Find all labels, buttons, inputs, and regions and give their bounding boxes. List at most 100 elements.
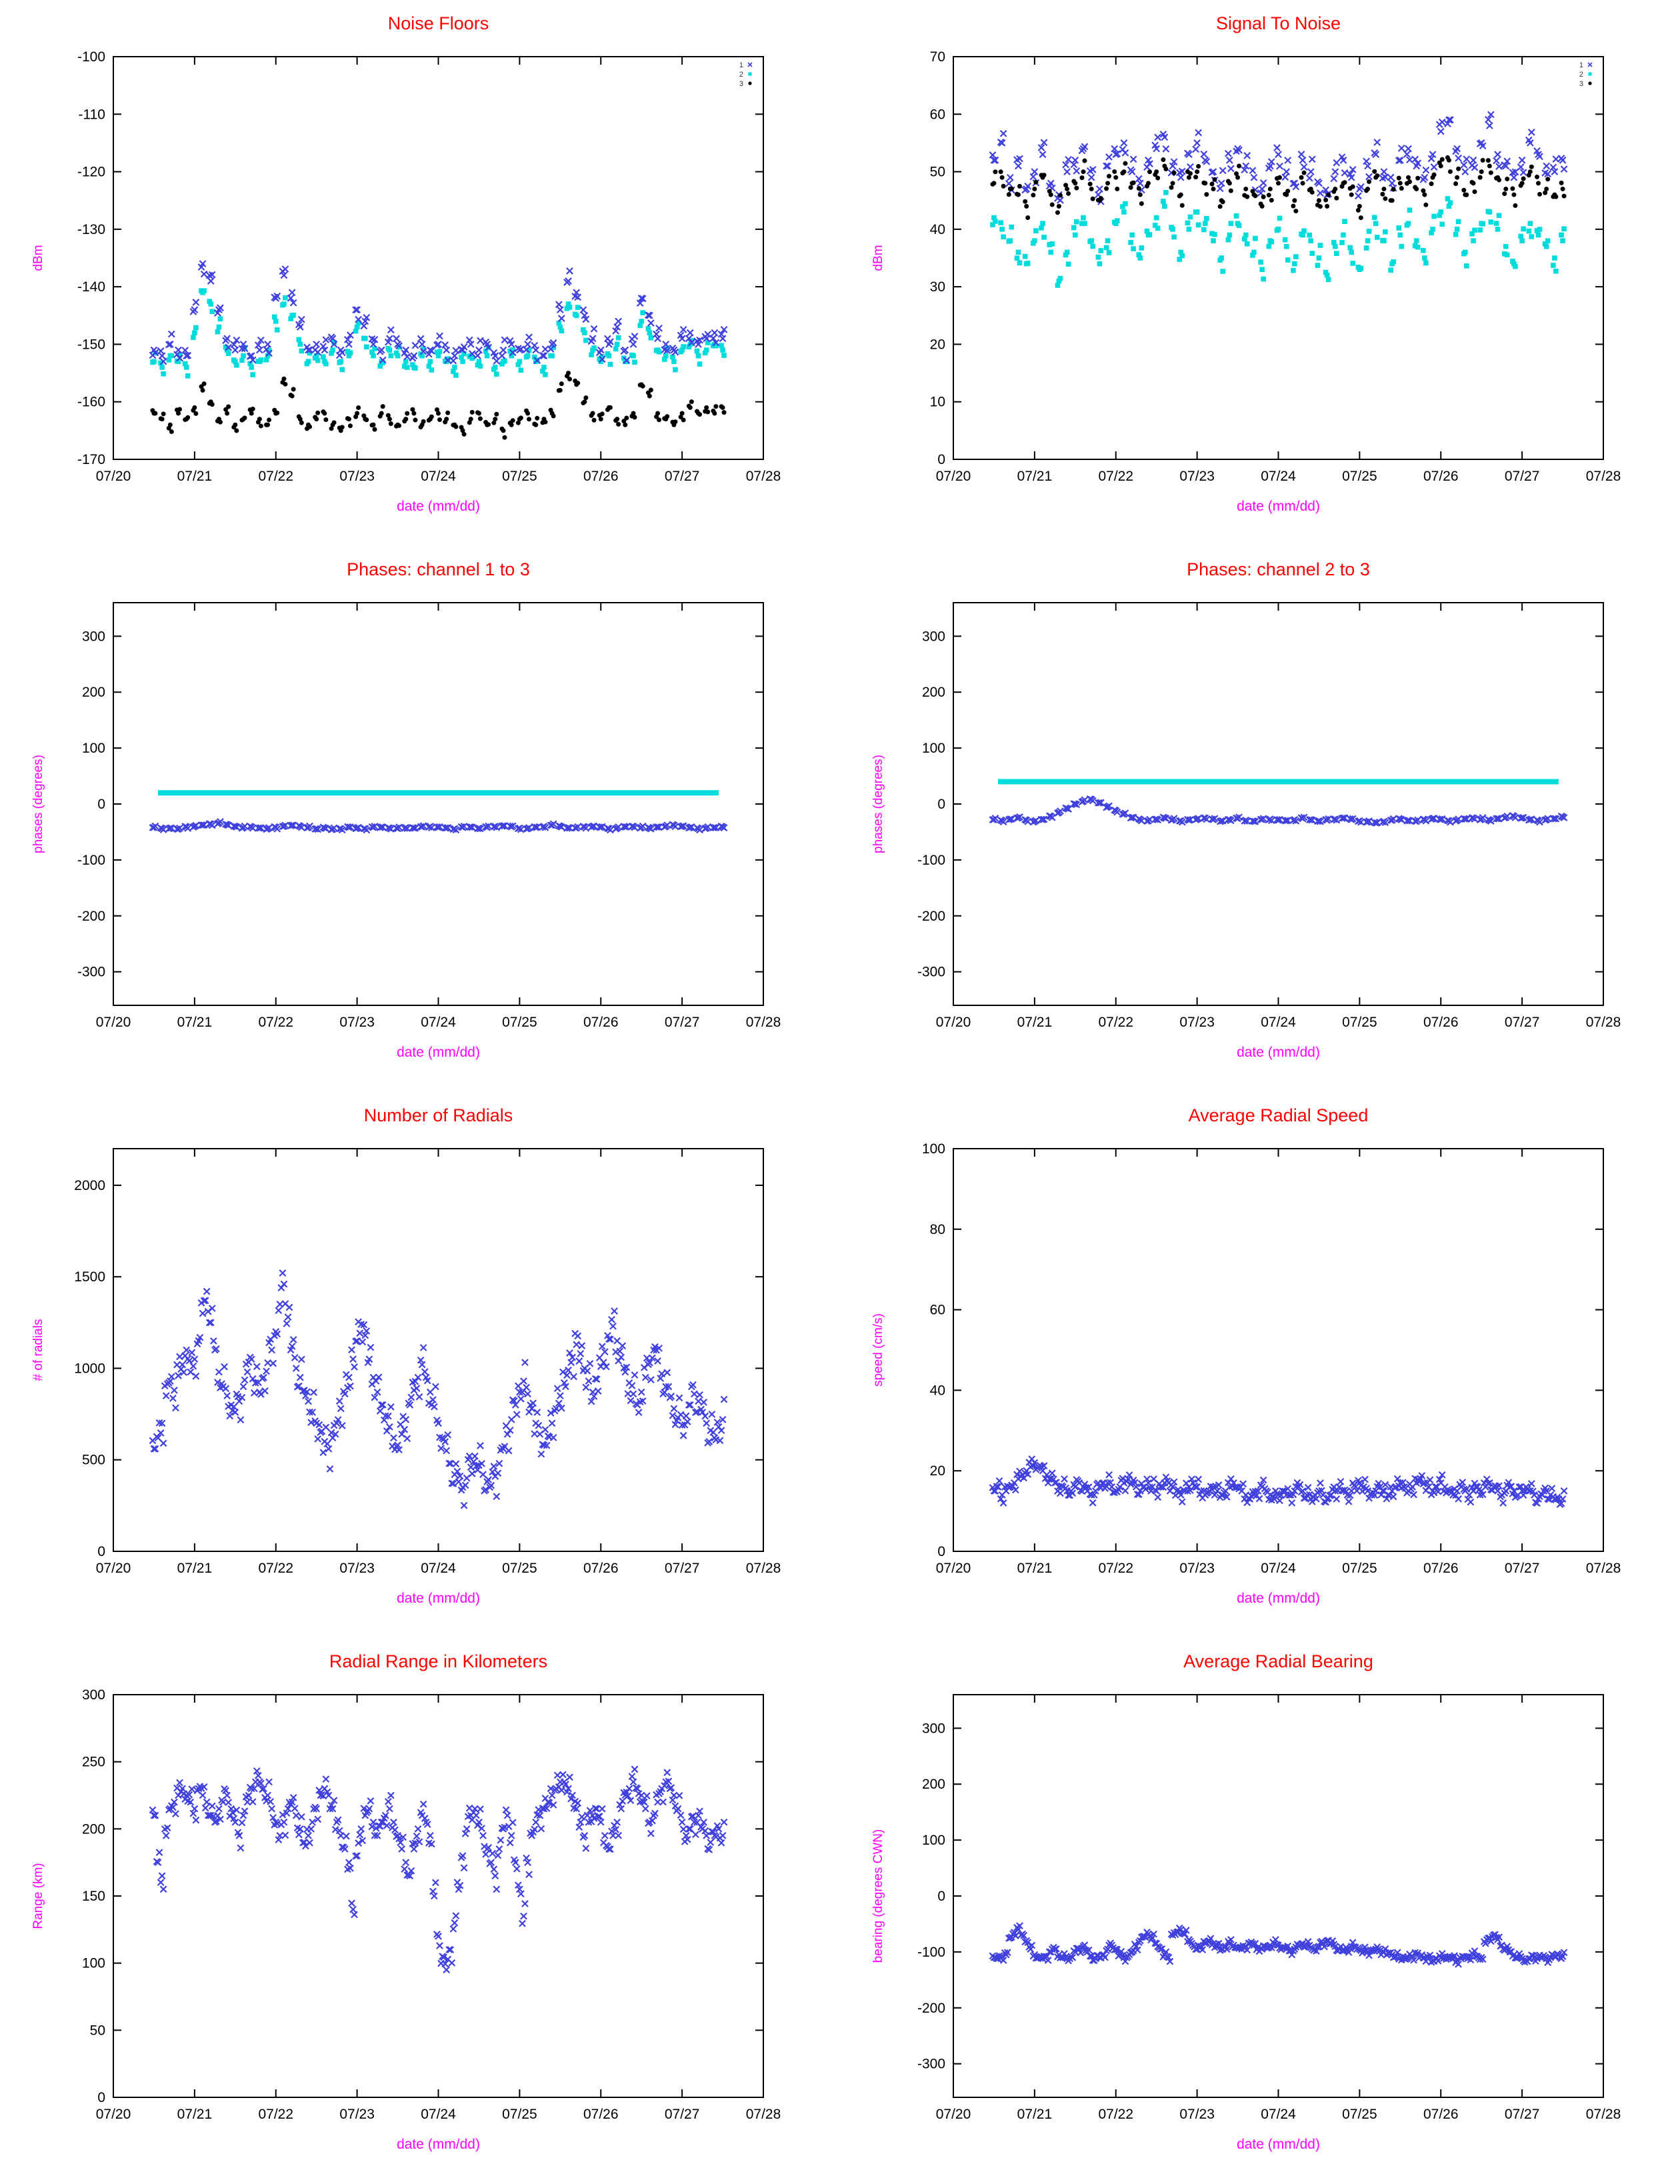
chart-title-average-radial-bearing: Average Radial Bearing — [1183, 1651, 1373, 1671]
chart-panel-noise-floors: 07/20 07/21 07/22 07/23 07/24 07/25 07/26 07/27… — [0, 0, 840, 546]
svg-text:100: 100 — [922, 741, 945, 756]
svg-text:07/20: 07/20 — [96, 469, 131, 484]
chart-canvas-noise-floors: 07/20 07/21 07/22 07/23 07/24 07/25 07/26 07/27… — [0, 0, 840, 546]
x-axis-label: date (mm/dd) — [1237, 1591, 1320, 1606]
svg-text:50: 50 — [90, 2023, 105, 2038]
svg-text:-100: -100 — [77, 853, 105, 868]
svg-text:07/22: 07/22 — [258, 2107, 293, 2122]
svg-text:-110: -110 — [79, 107, 105, 122]
svg-text:07/27: 07/27 — [665, 469, 700, 484]
svg-text:07/23: 07/23 — [1179, 469, 1215, 484]
chart-svg: 07/20 07/21 07/22 07/23 07/24 07/25 07/26 07/27… — [77, 602, 781, 1030]
svg-text:-140: -140 — [77, 279, 105, 295]
chart-panel-phases-1-3: 07/20 07/21 07/22 07/23 07/24 07/25 07/26 07/27… — [0, 546, 840, 1092]
chart-svg: 07/20 07/21 07/22 07/23 07/24 07/25 07/26 07/27… — [922, 1141, 1621, 1576]
chart-canvas-signal-to-noise: 07/20 07/21 07/22 07/23 07/24 07/25 07/26 07/27… — [840, 0, 1680, 546]
svg-text:-100: -100 — [917, 853, 945, 868]
svg-text:07/23: 07/23 — [339, 1561, 375, 1576]
chart-title-phases-2-3: Phases: channel 2 to 3 — [1187, 559, 1370, 579]
svg-text:2000: 2000 — [74, 1178, 105, 1193]
svg-text:07/24: 07/24 — [421, 2107, 456, 2122]
svg-text:50: 50 — [930, 165, 945, 180]
series-2 — [150, 288, 727, 379]
chart-svg: 07/20 07/21 07/22 07/23 07/24 07/25 07/26 07/27… — [917, 1694, 1621, 2122]
svg-text:07/25: 07/25 — [1342, 469, 1377, 484]
svg-text:3: 3 — [739, 80, 743, 88]
chart-panel-radial-range: 07/20 07/21 07/22 07/23 07/24 07/25 07/26 07/27… — [0, 1638, 840, 2184]
svg-text:3: 3 — [1579, 80, 1583, 88]
svg-text:07/23: 07/23 — [339, 1015, 375, 1030]
svg-text:200: 200 — [82, 1821, 105, 1837]
svg-text:07/20: 07/20 — [936, 1561, 971, 1576]
svg-text:07/21: 07/21 — [177, 1015, 213, 1030]
svg-text:07/21: 07/21 — [1017, 469, 1053, 484]
svg-text:20: 20 — [930, 337, 945, 352]
chart-svg: 07/20 07/21 07/22 07/23 07/24 07/25 07/26 07/27… — [82, 1687, 781, 2122]
svg-text:100: 100 — [82, 1956, 105, 1971]
svg-text:200: 200 — [922, 685, 945, 700]
series-1 — [989, 111, 1568, 205]
chart-panel-average-radial-bearing: 07/20 07/21 07/22 07/23 07/24 07/25 07/26 07/27… — [840, 1638, 1680, 2184]
svg-text:-120: -120 — [77, 165, 105, 180]
svg-text:0: 0 — [937, 797, 945, 812]
chart-panel-signal-to-noise: 07/20 07/21 07/22 07/23 07/24 07/25 07/26 07/27… — [840, 0, 1680, 546]
chart-title-signal-to-noise: Signal To Noise — [1215, 13, 1341, 33]
svg-text:250: 250 — [82, 1755, 105, 1770]
svg-text:07/27: 07/27 — [1505, 469, 1540, 484]
svg-text:0: 0 — [937, 452, 945, 467]
svg-text:20: 20 — [930, 1463, 945, 1479]
svg-text:07/25: 07/25 — [502, 1015, 537, 1030]
svg-text:40: 40 — [930, 222, 945, 237]
svg-text:07/23: 07/23 — [339, 469, 375, 484]
y-axis-label: phases (degrees) — [871, 755, 885, 853]
svg-text:1500: 1500 — [74, 1269, 105, 1285]
svg-text:100: 100 — [922, 1141, 945, 1157]
series-3 — [150, 371, 727, 440]
svg-text:07/25: 07/25 — [502, 469, 537, 484]
series-avg-bearing — [989, 1922, 1568, 1968]
y-axis-label: Range (km) — [31, 1863, 45, 1929]
series-measured-phase — [989, 795, 1568, 827]
chart-canvas-average-radial-speed: 07/20 07/21 07/22 07/23 07/24 07/25 07/26 07/27… — [840, 1092, 1680, 1638]
x-axis-label: date (mm/dd) — [397, 1045, 480, 1060]
chart-legend: 1 23 — [739, 61, 753, 88]
svg-text:-200: -200 — [917, 909, 945, 924]
svg-text:07/22: 07/22 — [258, 469, 293, 484]
svg-text:07/26: 07/26 — [583, 469, 619, 484]
svg-text:-200: -200 — [77, 909, 105, 924]
svg-text:-160: -160 — [77, 395, 105, 410]
chart-title-number-of-radials: Number of Radials — [363, 1105, 513, 1125]
svg-text:07/24: 07/24 — [1261, 1015, 1296, 1030]
svg-text:07/28: 07/28 — [1586, 469, 1621, 484]
svg-text:07/25: 07/25 — [1342, 1561, 1377, 1576]
svg-text:07/28: 07/28 — [746, 1561, 781, 1576]
svg-text:07/20: 07/20 — [936, 1015, 971, 1030]
svg-text:07/20: 07/20 — [96, 1561, 131, 1576]
y-axis-label: speed (cm/s) — [871, 1313, 885, 1387]
svg-text:-170: -170 — [77, 452, 105, 467]
chart-canvas-number-of-radials: 07/20 07/21 07/22 07/23 07/24 07/25 07/26 07/27… — [0, 1092, 840, 1638]
svg-text:1: 1 — [1579, 61, 1583, 69]
chart-canvas-average-radial-bearing: 07/20 07/21 07/22 07/23 07/24 07/25 07/26 07/27… — [840, 1638, 1680, 2184]
svg-text:07/27: 07/27 — [665, 2107, 700, 2122]
svg-text:07/20: 07/20 — [96, 2107, 131, 2122]
chart-svg: 07/20 07/21 07/22 07/23 07/24 07/25 07/26 07/27… — [77, 49, 781, 484]
series-1 — [149, 260, 728, 365]
x-axis-label: date (mm/dd) — [397, 499, 480, 514]
svg-text:200: 200 — [82, 685, 105, 700]
chart-panel-average-radial-speed: 07/20 07/21 07/22 07/23 07/24 07/25 07/26 07/27… — [840, 1092, 1680, 1638]
svg-text:07/27: 07/27 — [665, 1561, 700, 1576]
svg-text:500: 500 — [82, 1453, 105, 1468]
svg-text:300: 300 — [922, 629, 945, 644]
svg-text:07/21: 07/21 — [177, 1561, 213, 1576]
chart-canvas-radial-range: 07/20 07/21 07/22 07/23 07/24 07/25 07/26 07/27… — [0, 1638, 840, 2184]
y-axis-label: phases (degrees) — [31, 755, 45, 853]
svg-text:40: 40 — [930, 1383, 945, 1398]
svg-text:07/26: 07/26 — [583, 1561, 619, 1576]
svg-text:100: 100 — [82, 741, 105, 756]
x-axis-label: date (mm/dd) — [397, 1591, 480, 1606]
y-axis-label: # of radials — [31, 1319, 45, 1381]
svg-text:07/27: 07/27 — [1505, 1561, 1540, 1576]
series-radial-range — [149, 1765, 728, 1974]
